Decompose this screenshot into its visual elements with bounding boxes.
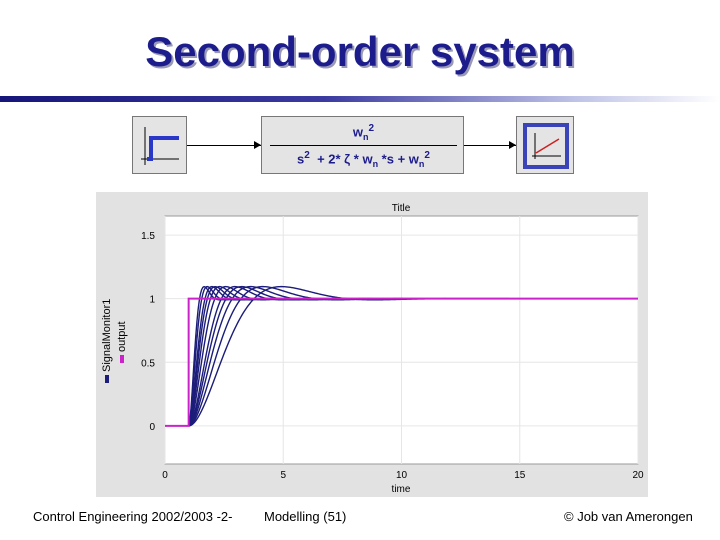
- title-rule: [0, 96, 720, 102]
- legend-entry-signalmonitor1: SignalMonitor1: [101, 299, 113, 372]
- wire-arrow-2: [509, 141, 516, 149]
- legend-entry-output: output: [116, 321, 128, 352]
- wire-step-to-tf: [187, 145, 261, 146]
- slide-title: Second-order system: [145, 28, 575, 75]
- signal-monitor-block[interactable]: [516, 116, 574, 174]
- chart-panel: 0 5 10 15 20 0 0.5 1 1.5 Title time SignalMonito…: [96, 192, 648, 497]
- legend-swatch-signalmonitor1: [105, 375, 109, 383]
- monitor-icon: [532, 133, 561, 159]
- footer-course: Control Engineering 2002/2003 -2-: [33, 509, 233, 524]
- x-tick-label: 15: [514, 470, 526, 481]
- chart-title: Title: [392, 203, 411, 214]
- legend-swatch-output: [120, 355, 124, 363]
- transfer-function-block[interactable]: wn2 s2 + 2* ζ * wn *s + wn2: [261, 116, 464, 174]
- x-tick-label: 10: [396, 470, 408, 481]
- y-tick-label: 0.5: [141, 358, 155, 369]
- tf-numerator: wn2: [352, 123, 375, 142]
- y-tick-label: 0: [149, 422, 155, 433]
- x-tick-label: 0: [162, 470, 168, 481]
- y-tick-label: 1: [149, 295, 155, 306]
- monitor-frame: [523, 123, 569, 169]
- legend: SignalMonitor1 output: [101, 299, 128, 383]
- wire-arrow-1: [254, 141, 261, 149]
- step-icon: [141, 127, 179, 165]
- step-source-block[interactable]: [132, 116, 187, 174]
- footer-author: © Job van Amerongen: [564, 509, 693, 524]
- step-input-line: [165, 297, 638, 427]
- x-tick-label: 5: [280, 470, 286, 481]
- response-chart: 0 5 10 15 20 0 0.5 1 1.5 Title time SignalMonito…: [101, 203, 644, 495]
- tf-denominator: s2 + 2* ζ * wn *s + wn2: [297, 150, 430, 169]
- tf-fraction-line: [270, 145, 457, 146]
- x-axis-label: time: [392, 484, 411, 495]
- footer-page: Modelling (51): [264, 509, 347, 524]
- wire-tf-to-monitor: [464, 145, 516, 146]
- x-tick-label: 20: [632, 470, 644, 481]
- y-tick-label: 1.5: [141, 231, 155, 242]
